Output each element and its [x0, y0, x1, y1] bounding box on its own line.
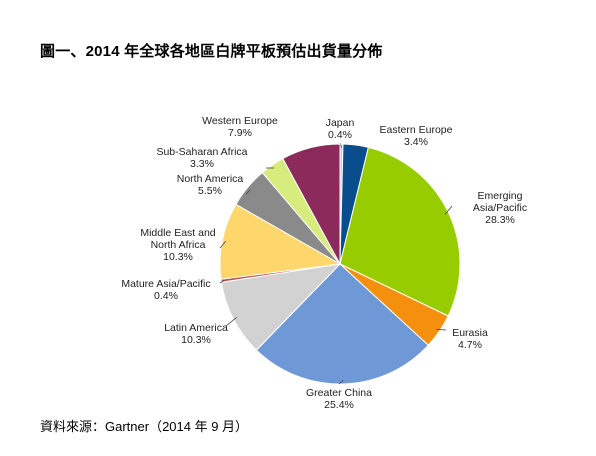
leader-line — [436, 328, 447, 331]
leader-line — [355, 145, 361, 149]
pie-slice — [219, 203, 342, 280]
slice-label: Greater China 25.4% — [306, 387, 372, 411]
pie-slice — [339, 146, 461, 317]
slice-label: Western Europe 7.9% — [202, 115, 278, 139]
slice-label: Emerging Asia/Pacific 28.3% — [473, 190, 527, 226]
slice-label: Middle East and North Africa 10.3% — [140, 227, 215, 263]
leader-line — [245, 189, 251, 195]
slice-label: Latin America 10.3% — [164, 322, 228, 346]
leader-line — [219, 279, 225, 284]
slice-label: Eastern Europe 3.4% — [380, 124, 453, 148]
leader-line — [219, 241, 227, 249]
leader-line — [338, 380, 344, 385]
pie-slice — [220, 263, 342, 351]
slice-label: Eurasia 4.7% — [452, 327, 488, 351]
source-note: 資料來源：Gartner（2014 年 9 月） — [40, 419, 249, 434]
slice-label: North America 5.5% — [177, 173, 244, 197]
slice-label: Mature Asia/Pacific 0.4% — [121, 278, 210, 302]
figure-title: 圖一、2014 年全球各地區白牌平板預估出貨量分佈 — [40, 43, 383, 60]
pie-slice — [255, 263, 430, 385]
leader-line — [444, 205, 453, 215]
leader-line — [225, 317, 237, 327]
leader-line — [301, 150, 312, 153]
slice-label: Sub-Saharan Africa 3.3% — [156, 146, 247, 170]
slice-label: Japan 0.4% — [326, 117, 355, 141]
pie-slice — [282, 143, 341, 265]
